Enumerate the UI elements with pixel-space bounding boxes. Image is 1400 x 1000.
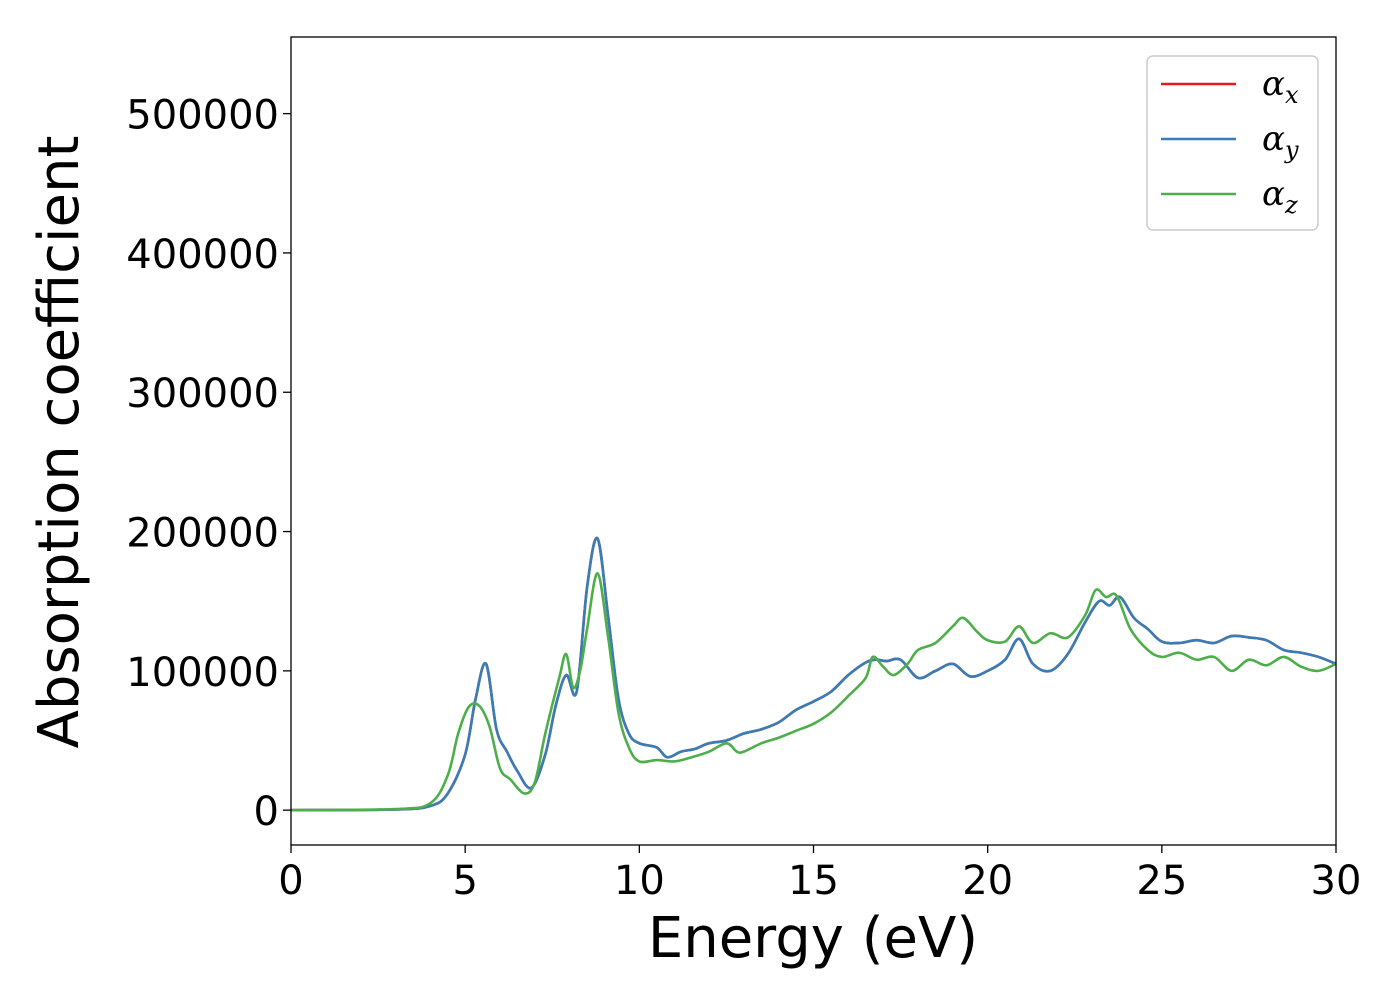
x-tick-label: 10: [614, 858, 665, 904]
y-axis: 0 100000 200000 300000 400000 500000: [126, 93, 291, 835]
x-tick-label: 5: [452, 858, 477, 904]
y-tick-label: 200000: [126, 511, 279, 557]
legend-box: [1146, 55, 1319, 231]
x-tick-label: 30: [1311, 858, 1362, 904]
y-tick-label: 500000: [126, 93, 279, 139]
y-tick-label: 100000: [126, 650, 279, 696]
series-line-z: [291, 572, 1336, 812]
y-tick-label: 300000: [126, 371, 279, 417]
y-tick-label: 0: [254, 789, 279, 835]
y-tick-label: 400000: [126, 232, 279, 278]
x-axis-label: Energy (eV): [648, 906, 978, 971]
y-axis-label: Absorption coefficient: [27, 136, 92, 749]
x-axis: 0 5 10 15 20 25 30: [278, 845, 1361, 904]
series-layer: [291, 536, 1336, 812]
x-tick-label: 25: [1136, 858, 1187, 904]
x-tick-label: 15: [788, 858, 839, 904]
x-tick-label: 20: [962, 858, 1013, 904]
x-tick-label: 0: [278, 858, 303, 904]
